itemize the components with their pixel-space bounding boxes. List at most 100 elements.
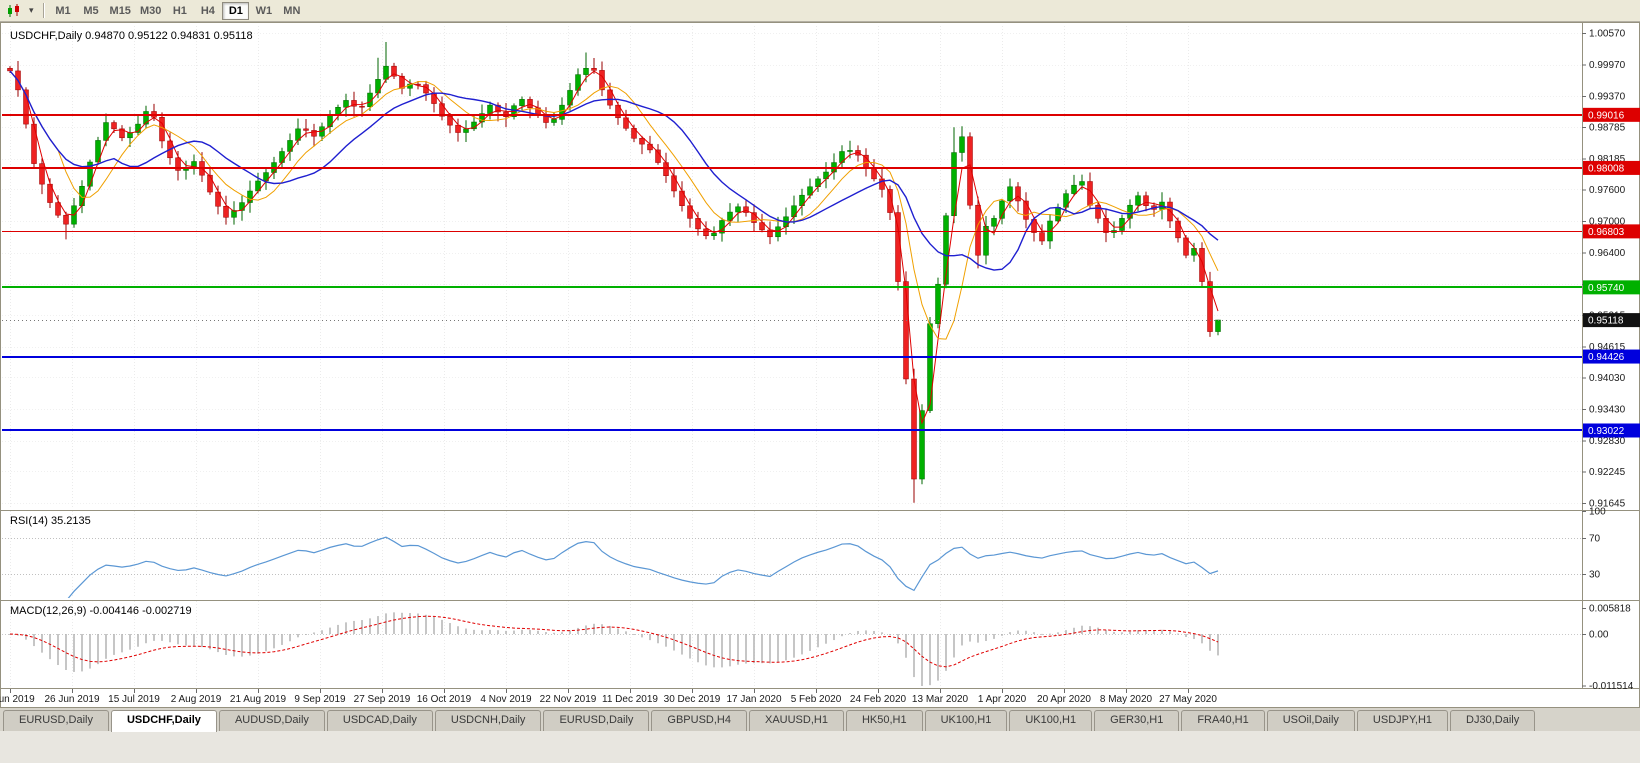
chart-tab-usdcad-daily[interactable]: USDCAD,Daily xyxy=(326,710,433,731)
chart-tab-eurusd-daily[interactable]: EURUSD,Daily xyxy=(3,710,109,731)
date-axis-label: 27 May 2020 xyxy=(1159,694,1217,705)
price-level-badge-label: 0.93022 xyxy=(1588,426,1625,437)
price-axis-label: 0.93430 xyxy=(1589,405,1626,416)
date-axis-label: 27 Sep 2019 xyxy=(354,694,411,705)
timeframe-m5[interactable]: M5 xyxy=(78,2,105,20)
price-axis[interactable]: 1.00570 0.99970 0.99370 0.98785 0.98185 0.976… xyxy=(1582,29,1640,692)
chart-tab-dj30-daily[interactable]: DJ30,Daily xyxy=(1450,710,1536,731)
price-axis-label: 0.98785 xyxy=(1589,123,1626,134)
date-axis-label: 8 May 2020 xyxy=(1100,694,1153,705)
current-price-badge-label: 0.95118 xyxy=(1588,316,1624,327)
chart-tab-fra40-h1[interactable]: FRA40,H1 xyxy=(1181,710,1265,731)
price-axis-label: 1.00570 xyxy=(1589,29,1626,40)
chart-tab-eurusd-daily[interactable]: EURUSD,Daily xyxy=(543,710,650,731)
chart-tab-usdcnh-daily[interactable]: USDCNH,Daily xyxy=(434,710,542,731)
date-axis-label: 20 Apr 2020 xyxy=(1037,694,1091,705)
timeframe-m1[interactable]: M1 xyxy=(50,2,77,20)
price-axis-label: 0.91645 xyxy=(1589,499,1626,510)
ma-line-fast-red xyxy=(9,70,1219,425)
rsi-axis-label: 70 xyxy=(1589,534,1601,545)
timeframe-h1[interactable]: H1 xyxy=(166,2,193,20)
rsi-indicator-label: RSI(14) 35.2135 xyxy=(10,515,91,527)
timeframe-mn[interactable]: MN xyxy=(278,2,305,20)
price-level-badge xyxy=(1583,224,1640,239)
price-axis-label: 0.98185 xyxy=(1589,154,1626,165)
timeframe-m30[interactable]: M30 xyxy=(136,2,165,20)
date-axis-label: 11 Dec 2019 xyxy=(602,694,658,705)
macd-axis-label: 0.005818 xyxy=(1589,603,1631,614)
rsi-axis-label: 30 xyxy=(1589,570,1601,581)
chart-tab-audusd-daily[interactable]: AUDUSD,Daily xyxy=(218,710,325,731)
price-axis-label: 0.94030 xyxy=(1589,373,1626,384)
chart-tab-usdjpy-h1[interactable]: USDJPY,H1 xyxy=(1356,710,1449,731)
chart-tab-usdchf-daily[interactable]: USDCHF,Daily xyxy=(110,710,217,732)
date-axis-label: 24 Feb 2020 xyxy=(850,694,907,705)
price-level-badge-label: 0.98008 xyxy=(1588,163,1625,174)
rsi-panel[interactable] xyxy=(0,511,1582,598)
grid-lines xyxy=(2,26,1582,688)
price-level-badge xyxy=(1583,280,1640,295)
ma-line-slow-blue xyxy=(9,70,1219,271)
date-axis-label: 9 Sep 2019 xyxy=(294,694,346,705)
date-axis[interactable]: 7 Jun 2019 26 Jun 2019 15 Jul 2019 2 Aug 20… xyxy=(0,689,1217,705)
chart-tab-bar: EURUSD,Daily USDCHF,Daily AUDUSD,Daily USDC… xyxy=(0,707,1640,732)
current-price-badge xyxy=(1583,313,1640,328)
price-level-badge xyxy=(1583,160,1640,175)
chart-tab-uk100-h1[interactable]: UK100,H1 xyxy=(1009,710,1093,731)
chart-tab-ger30-h1[interactable]: GER30,H1 xyxy=(1094,710,1180,731)
price-axis-label: 0.96400 xyxy=(1589,248,1626,259)
candlestick-chart-icon xyxy=(8,3,19,17)
price-axis-label: 0.97600 xyxy=(1589,185,1626,196)
date-axis-label: 17 Jan 2020 xyxy=(726,694,781,705)
price-level-badge-label: 0.99016 xyxy=(1588,110,1625,121)
rsi-axis-label: 100 xyxy=(1589,507,1606,518)
date-axis-label: 26 Jun 2019 xyxy=(44,694,99,705)
date-axis-label: 16 Oct 2019 xyxy=(417,694,472,705)
timeframe-w1[interactable]: W1 xyxy=(250,2,277,20)
macd-indicator-label: MACD(12,26,9) -0.004146 -0.002719 xyxy=(10,605,192,617)
macd-axis-label: -0.011514 xyxy=(1589,681,1634,692)
chart-tab-uk100-h1[interactable]: UK100,H1 xyxy=(924,710,1008,731)
date-axis-label: 30 Dec 2019 xyxy=(664,694,721,705)
date-axis-label: 22 Nov 2019 xyxy=(540,694,597,705)
price-axis-label: 0.99970 xyxy=(1589,60,1626,71)
rsi-line xyxy=(67,536,1219,598)
price-axis-label: 0.94615 xyxy=(1589,342,1626,353)
chart-title-ohlc: USDCHF,Daily 0.94870 0.95122 0.94831 0.9… xyxy=(10,30,253,42)
macd-histogram xyxy=(9,612,1219,686)
macd-axis-label: 0.00 xyxy=(1589,630,1609,641)
date-axis-label: 1 Apr 2020 xyxy=(978,694,1027,705)
timeframe-m15[interactable]: M15 xyxy=(106,2,135,20)
timeframe-button-group: M1 M5 M15 M30 H1 H4 D1 W1 MN xyxy=(50,1,306,20)
toolbar-separator xyxy=(42,3,44,18)
price-axis-label: 0.99370 xyxy=(1589,92,1626,103)
chart-type-dropdown[interactable]: ▾ xyxy=(26,2,37,20)
timeframe-d1[interactable]: D1 xyxy=(222,1,250,20)
chart-tab-xauusd-h1[interactable]: XAUUSD,H1 xyxy=(748,710,844,731)
chart-plot-area[interactable] xyxy=(0,26,1582,508)
chart-tab-gbpusd-h4[interactable]: GBPUSD,H4 xyxy=(651,710,747,731)
macd-signal-line xyxy=(9,615,1219,668)
price-level-badge xyxy=(1583,423,1640,438)
macd-panel[interactable] xyxy=(0,601,1582,688)
date-axis-label: 4 Nov 2019 xyxy=(480,694,532,705)
price-level-badge-label: 0.94426 xyxy=(1588,352,1625,363)
chevron-down-icon: ▾ xyxy=(29,5,34,15)
chart-type-button[interactable] xyxy=(3,2,25,20)
timeframe-h4[interactable]: H4 xyxy=(194,2,221,20)
price-axis-label: 0.92830 xyxy=(1589,436,1626,447)
price-level-badge-label: 0.96803 xyxy=(1588,227,1625,238)
date-axis-label: 2 Aug 2019 xyxy=(171,694,222,705)
chart-tab-usoil-daily[interactable]: USOil,Daily xyxy=(1266,710,1355,731)
price-level-badge xyxy=(1583,107,1640,122)
chart-tab-hk50-h1[interactable]: HK50,H1 xyxy=(845,710,923,731)
date-axis-label: 15 Jul 2019 xyxy=(108,694,160,705)
date-axis-label: 21 Aug 2019 xyxy=(230,694,287,705)
price-level-badge xyxy=(1583,349,1640,364)
timeframe-toolbar: ▾ M1 M5 M15 M30 H1 H4 D1 W1 MN xyxy=(0,0,1640,22)
date-axis-label: 7 Jun 2019 xyxy=(0,694,35,705)
price-axis-label: 0.97000 xyxy=(1589,217,1626,228)
date-axis-label: 5 Feb 2020 xyxy=(791,694,842,705)
price-level-badge-label: 0.95740 xyxy=(1588,283,1625,294)
